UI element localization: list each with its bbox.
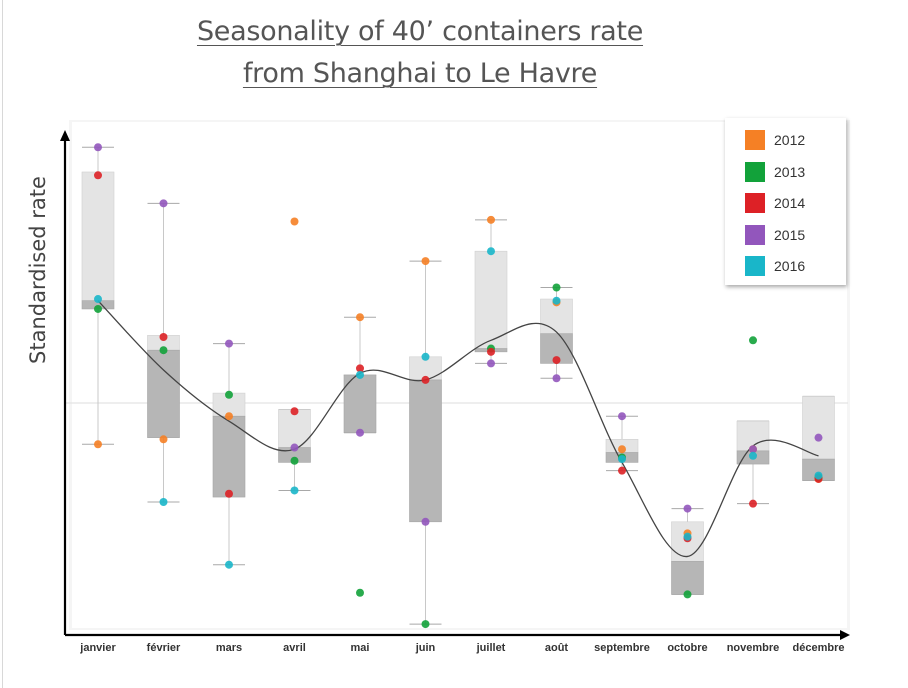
point-2015 xyxy=(356,428,364,437)
x-tick-label: septembre xyxy=(594,642,650,654)
point-2012 xyxy=(94,440,102,449)
point-2013 xyxy=(290,456,299,465)
legend-swatch xyxy=(745,224,765,245)
x-tick-label: mai xyxy=(351,642,370,654)
point-2014 xyxy=(421,375,430,384)
trend-line xyxy=(97,300,819,558)
legend-label: 2015 xyxy=(774,226,806,243)
x-tick-label: juillet xyxy=(476,642,506,654)
legend-label: 2016 xyxy=(774,258,806,274)
point-2013 xyxy=(683,590,692,599)
x-tick-label: mars xyxy=(216,642,242,654)
point-2012 xyxy=(356,313,364,322)
x-tick-label: février xyxy=(147,642,181,654)
chart-legend: 2012 2013 2014 2015 2016 xyxy=(725,118,846,285)
point-2013 xyxy=(749,336,757,345)
point-2013 xyxy=(225,390,233,399)
point-2014 xyxy=(749,499,757,508)
point-2014 xyxy=(290,407,299,416)
x-tick-label: janvier xyxy=(79,642,116,654)
point-2016 xyxy=(225,560,233,569)
x-tick-label: octobre xyxy=(667,642,707,654)
point-2015 xyxy=(487,359,495,368)
point-2016 xyxy=(487,247,495,256)
x-tick-label: août xyxy=(545,642,569,654)
point-2012 xyxy=(618,445,626,454)
point-2015 xyxy=(225,339,233,348)
point-2012 xyxy=(159,435,168,444)
x-tick-label: novembre xyxy=(727,642,780,654)
legend-item-2016: 2016 xyxy=(745,256,805,276)
point-2012 xyxy=(487,215,495,224)
legend-swatch xyxy=(745,130,765,150)
point-2013 xyxy=(421,620,430,629)
point-2014 xyxy=(487,347,495,356)
point-2015 xyxy=(159,199,168,208)
legend-item-2013: 2013 xyxy=(745,161,806,182)
box-lower-quartile xyxy=(212,415,246,498)
x-axis-arrow xyxy=(840,630,850,640)
point-2013 xyxy=(552,283,561,292)
point-2016 xyxy=(290,486,299,495)
box-upper-quartile xyxy=(474,250,508,349)
box-lower-quartile xyxy=(671,561,704,595)
point-2014 xyxy=(94,171,102,180)
legend-swatch xyxy=(745,161,765,182)
x-tick-label: juin xyxy=(415,642,436,654)
box-upper-quartile xyxy=(802,396,835,460)
point-2016 xyxy=(159,498,168,506)
x-tick-label: avril xyxy=(283,642,306,654)
y-axis-arrow xyxy=(60,130,70,141)
legend-label: 2014 xyxy=(774,195,806,211)
chart-subtitle: from Shanghai to Le Havre xyxy=(242,58,598,89)
legend-item-2015: 2015 xyxy=(745,224,806,245)
point-2015 xyxy=(421,517,430,526)
box-lower-quartile xyxy=(147,349,180,438)
point-2015 xyxy=(94,143,102,152)
point-2016 xyxy=(421,352,430,361)
point-2013 xyxy=(94,304,102,313)
point-2014 xyxy=(225,489,233,498)
legend-item-2014: 2014 xyxy=(745,193,805,213)
point-2015 xyxy=(618,412,626,421)
point-2013 xyxy=(159,346,168,355)
point-2016 xyxy=(356,370,364,379)
box-lower-quartile xyxy=(343,374,377,434)
point-2016 xyxy=(683,532,692,541)
point-2014 xyxy=(552,356,561,365)
point-2012 xyxy=(421,257,430,266)
point-2015 xyxy=(552,374,561,383)
point-2016 xyxy=(814,471,823,480)
point-2014 xyxy=(618,466,626,475)
point-2016 xyxy=(618,455,626,464)
legend-label: 2012 xyxy=(774,132,806,148)
point-2016 xyxy=(94,295,102,304)
legend-swatch xyxy=(745,256,765,276)
legend-swatch xyxy=(745,193,765,213)
point-2016 xyxy=(749,451,757,460)
point-2012 xyxy=(225,412,233,421)
box-upper-quartile xyxy=(81,171,115,301)
point-2016 xyxy=(552,296,561,305)
point-2013 xyxy=(356,588,364,597)
point-2012 xyxy=(290,217,299,226)
point-2015 xyxy=(749,445,757,454)
x-tick-label: décembre xyxy=(793,642,845,654)
point-2015 xyxy=(814,433,823,442)
plot-area xyxy=(72,122,847,628)
point-2015 xyxy=(290,443,299,452)
box-lower-quartile xyxy=(409,379,442,523)
point-2014 xyxy=(159,333,168,341)
chart-title: Seasonality of 40’ containers rate xyxy=(196,16,644,47)
point-2014 xyxy=(356,364,364,373)
legend-item-2012: 2012 xyxy=(745,130,805,150)
legend-label: 2013 xyxy=(774,163,806,180)
left-border xyxy=(2,0,3,688)
point-2015 xyxy=(683,504,692,513)
